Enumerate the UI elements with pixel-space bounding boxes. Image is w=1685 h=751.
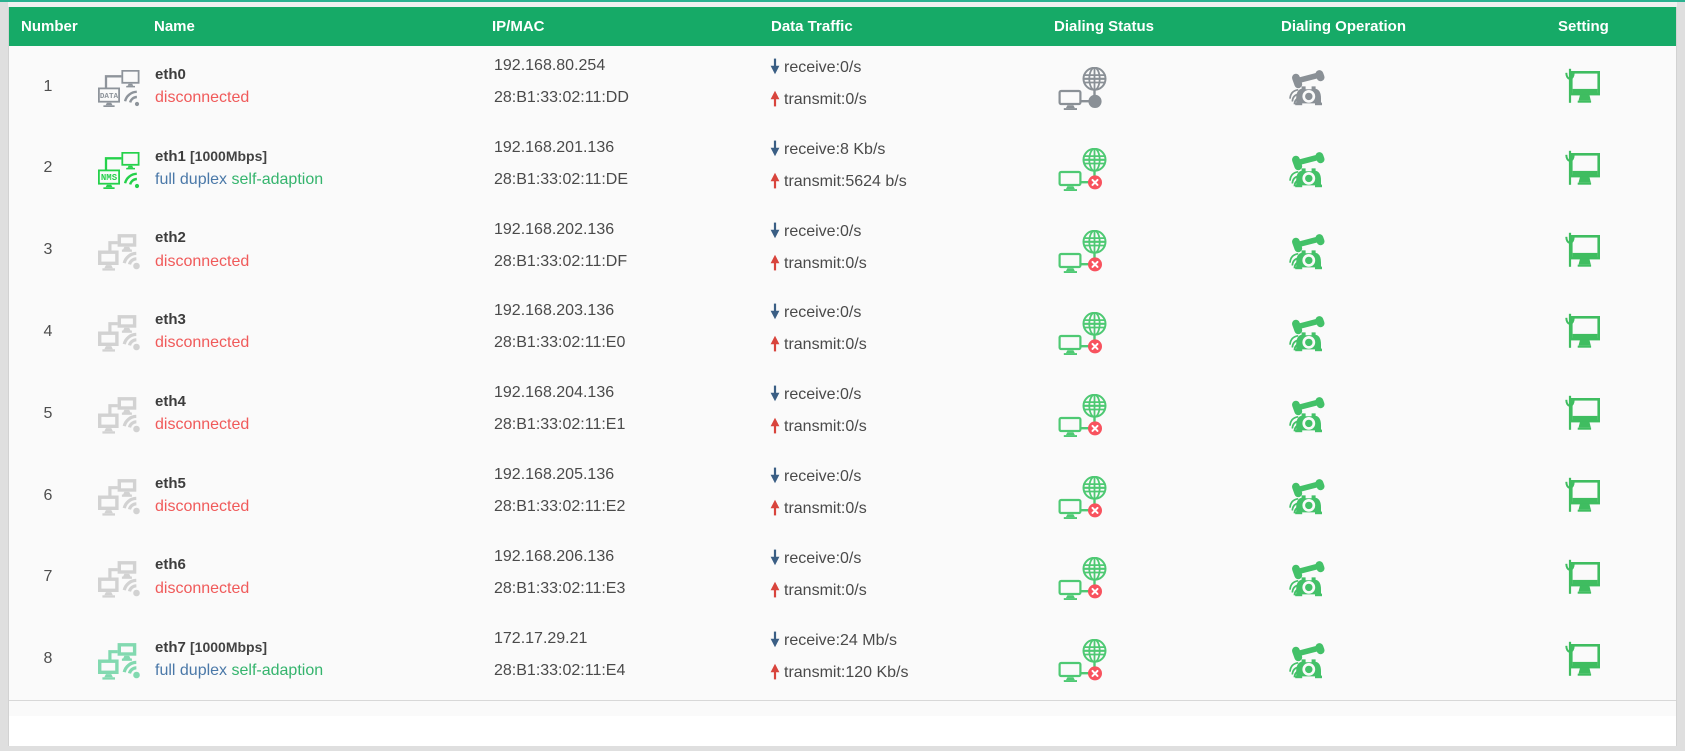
svg-text:NMS: NMS: [101, 173, 118, 183]
svg-text:DATA: DATA: [100, 93, 119, 101]
